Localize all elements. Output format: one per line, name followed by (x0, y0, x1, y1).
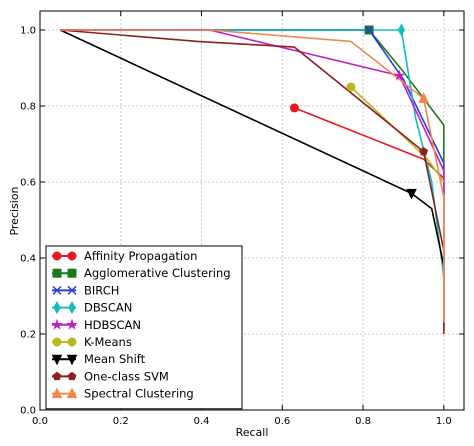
legend-marker-spectral-clustering (51, 387, 63, 399)
legend-label-dbscan: DBSCAN (84, 301, 132, 315)
legend-label-agglomerative-clustering: Agglomerative Clustering (84, 266, 231, 280)
data-point-spectral-clustering (418, 92, 429, 103)
series-markers (289, 23, 429, 200)
legend-marker-mean-shift (51, 354, 63, 366)
legend-label-one-class-svm: One-class SVM (84, 369, 169, 383)
legend-marker-k-means (52, 337, 62, 347)
data-point-one-class-svm (419, 146, 429, 156)
data-point-birch (364, 25, 374, 35)
legend-marker-dbscan (53, 301, 61, 315)
legend-marker-spectral-clustering (66, 387, 78, 399)
y-tick-label: 0.4 (20, 254, 36, 265)
legend-marker-dbscan (68, 301, 76, 315)
legend-label-mean-shift: Mean Shift (84, 352, 146, 366)
legend-marker-hdbscan (66, 318, 78, 330)
y-tick-label: 1.0 (20, 26, 36, 37)
legend-marker-k-means (67, 337, 77, 347)
legend-box (45, 245, 243, 410)
y-tick-label: 0.0 (20, 406, 36, 417)
y-tick-label: 0.6 (20, 178, 36, 189)
x-tick-label: 0.2 (113, 416, 129, 427)
data-point-mean-shift (406, 188, 417, 200)
series-lines (59, 29, 445, 334)
x-tick-label: 0.4 (194, 416, 210, 427)
plot-frame (39, 10, 465, 411)
legend: Affinity Propagation Agglomerative Cluste… (45, 245, 243, 410)
legend-label-affinity-propagation: Affinity Propagation (84, 249, 197, 263)
series-line-spectral-clustering (60, 29, 445, 323)
series-line-mean-shift (59, 29, 445, 266)
y-axis-label: Precision (8, 186, 21, 235)
y-tick-label: 0.2 (20, 330, 36, 341)
data-point-k-means (346, 82, 356, 92)
axis-ticks: 0.0 0.2 0.4 0.6 0.8 1.0 0.0 0.2 0.4 0.6 0.8 1.0 (20, 11, 464, 427)
legend-label-hdbscan: HDBSCAN (84, 318, 141, 332)
legend-marker-affinity-propagation (67, 251, 77, 261)
x-tick-label: 0.6 (274, 416, 290, 427)
x-tick-label: 0.0 (32, 416, 48, 427)
legend-marker-agglomerative-clustering (52, 268, 62, 278)
legend-marker-one-class-svm (52, 371, 62, 381)
legend-marker-birch (67, 285, 77, 295)
legend-label-spectral-clustering: Spectral Clustering (84, 387, 194, 401)
legend-marker-agglomerative-clustering (67, 268, 77, 278)
data-point-affinity-propagation (289, 103, 299, 113)
legend-label-k-means: K-Means (84, 335, 132, 349)
x-axis-label: Recall (236, 426, 269, 439)
y-tick-label: 0.8 (20, 102, 36, 113)
series-line-dbscan (60, 29, 445, 278)
x-tick-label: 0.8 (355, 416, 371, 427)
legend-marker-mean-shift (66, 354, 78, 366)
legend-marker-affinity-propagation (52, 251, 62, 261)
data-point-dbscan (397, 23, 405, 37)
legend-marker-one-class-svm (67, 371, 77, 381)
legend-marker-hdbscan (51, 318, 63, 330)
data-point-hdbscan (393, 69, 406, 81)
legend-label-birch: BIRCH (84, 283, 119, 297)
legend-marker-birch (52, 285, 62, 295)
x-tick-label: 1.0 (436, 416, 452, 427)
